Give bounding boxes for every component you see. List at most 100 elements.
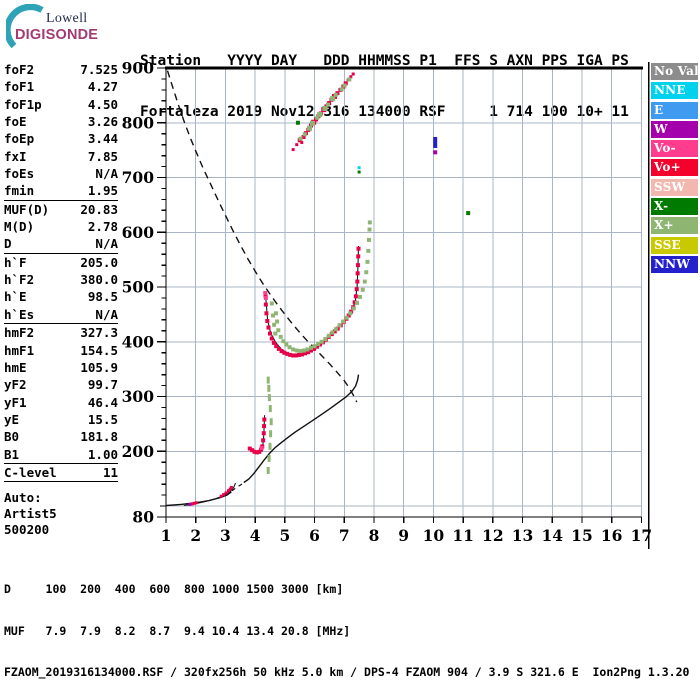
plot-frame [165, 66, 643, 518]
param-row-foe: foE 3.26 [4, 113, 118, 130]
param-row-hme: hmE 105.9 [4, 359, 118, 376]
param-row-muf-d-: MUF(D) 20.83 [4, 201, 118, 218]
param-value: 20.83 [80, 201, 118, 217]
param-row-yf2: yF2 99.7 [4, 376, 118, 393]
param-group-0: foF2 7.525 foF1 4.27 foF1p 4.50 foE 3.26 foEp 3.4… [4, 61, 118, 201]
param-value: 154.5 [80, 342, 118, 358]
legend-item-vo-: Vo- [651, 140, 698, 158]
param-label: foEp [4, 131, 35, 147]
param-label: C-level [4, 464, 57, 480]
distance-row: D 100 200 400 600 800 1000 1500 3000 [km… [4, 581, 344, 596]
svg-text:10: 10 [423, 526, 445, 545]
param-label: foEs [4, 166, 35, 182]
series-f2-trace-o [263, 246, 361, 358]
bottom-info: D 100 200 400 600 800 1000 1500 3000 [km… [4, 555, 689, 694]
param-label: foF1p [4, 96, 42, 112]
param-value: 3.26 [87, 114, 118, 130]
param-label: foF2 [4, 62, 35, 77]
param-label: fmin [4, 183, 35, 199]
file-info-row: FZAOM_2019316134000.RSF / 320fx256h 50 k… [4, 665, 690, 680]
param-row-h-f: h`F 205.0 [4, 254, 118, 271]
svg-text:14: 14 [541, 526, 563, 545]
logo-lowell-text: Lowell [46, 11, 88, 26]
svg-text:9: 9 [398, 526, 409, 545]
plot-grid [166, 68, 642, 517]
param-row-hmf2: hmF2 327.3 [4, 324, 118, 341]
series-e-trace-o [190, 485, 233, 506]
legend-item-nnw: NNW [651, 255, 698, 273]
param-label: M(D) [4, 219, 35, 235]
svg-text:11: 11 [452, 526, 474, 545]
param-value: N/A [95, 306, 118, 322]
param-group-2: h`F 205.0 h`F2 380.0 h`E 98.5 h`Es N/A [4, 254, 118, 325]
autoscaling-line: Auto: [4, 490, 42, 506]
series-f2-trace-x [269, 220, 372, 354]
header-values-line: Fortaleza 2019 Nov12 316 134000 RSF 1 71… [140, 104, 629, 120]
param-label: MUF(D) [4, 201, 50, 217]
svg-text:6: 6 [309, 526, 320, 545]
param-value: N/A [95, 166, 118, 182]
param-value: 3.44 [87, 131, 118, 147]
param-value: 15.5 [87, 411, 118, 427]
param-label: D [4, 236, 12, 252]
param-label: yF1 [4, 394, 27, 410]
plot-axes-ticks [157, 67, 643, 523]
param-value: 11 [102, 464, 118, 480]
param-row-b0: B0 181.8 [4, 428, 118, 445]
series-f1-trace-x [266, 376, 273, 474]
param-row-fof1p: foF1p 4.50 [4, 96, 118, 113]
param-value: 4.50 [87, 96, 118, 112]
autoscaling-block: Auto: Artist5 500200 [4, 482, 118, 537]
param-value: 46.4 [87, 394, 118, 410]
param-label: yE [4, 411, 20, 427]
svg-text:1: 1 [161, 526, 172, 545]
param-value: 2.78 [87, 219, 118, 235]
param-row-foes: foEs N/A [4, 165, 118, 182]
param-row-fmin: fmin 1.95 [4, 182, 118, 199]
legend-item-nne: NNE [651, 82, 698, 100]
doppler-legend: No Val NNE E W Vo- Vo+ SSW X- X+ SSE NNW [651, 63, 698, 275]
series-transmission-curve-dashed [166, 70, 358, 403]
ionogram-plot: 1 2 3 4 5 6 7 8 9 10 11 12 13 14 15 16 17900800700600500… [122, 59, 653, 549]
param-label: B0 [4, 429, 20, 445]
legend-item-vo+: Vo+ [651, 159, 698, 177]
legend-item-e: E [651, 101, 698, 119]
svg-text:15: 15 [571, 526, 593, 545]
legend-item-w: W [651, 120, 698, 138]
param-label: h`F [4, 254, 27, 270]
svg-text:16: 16 [601, 526, 623, 545]
param-row-b1: B1 1.00 [4, 446, 118, 463]
param-value: 1.00 [87, 446, 118, 462]
legend-item-sse: SSE [651, 236, 698, 254]
svg-text:900: 900 [122, 59, 155, 78]
plot-axes-labels: 1 2 3 4 5 6 7 8 9 10 11 12 13 14 15 16 17900800700600500… [122, 59, 653, 546]
ionogram-viewer: { "logo": {"top": "Lowell", "bottom": "D… [4, 4, 698, 680]
param-row-d: D N/A [4, 235, 118, 252]
param-group-3: hmF2 327.3 hmF1 154.5 hmE 105.9 yF2 99.7 yF1 46.4… [4, 324, 118, 464]
svg-text:400: 400 [122, 332, 155, 351]
series-nnw-mark [433, 136, 438, 148]
series-e-trace-w-mark [188, 502, 192, 506]
param-group-4: C-level 11 [4, 464, 118, 483]
param-row-h-f2: h`F2 380.0 [4, 271, 118, 288]
param-label: h`F2 [4, 272, 35, 288]
svg-text:3: 3 [220, 526, 231, 545]
legend-item-x+: X+ [651, 217, 698, 235]
param-row-m-d-: M(D) 2.78 [4, 218, 118, 235]
series-nne-mark [357, 166, 361, 170]
autoscaling-line: Artist5 [4, 506, 57, 522]
param-row-fof2: foF2 7.525 [4, 61, 118, 78]
param-label: hmF1 [4, 342, 35, 358]
param-value: 7.525 [80, 62, 118, 77]
lowell-digisonde-logo: Lowell DIGISONDE [6, 4, 118, 52]
svg-text:8: 8 [369, 526, 380, 545]
series-second-hop-x [298, 77, 352, 141]
svg-text:500: 500 [122, 278, 155, 297]
param-value: 105.9 [80, 359, 118, 375]
param-row-h-e: h`E 98.5 [4, 288, 118, 305]
svg-text:12: 12 [482, 526, 504, 545]
param-value: N/A [95, 236, 118, 252]
svg-text:200: 200 [122, 442, 155, 461]
legend-item-no-val: No Val [651, 63, 698, 80]
param-label: h`Es [4, 306, 35, 322]
